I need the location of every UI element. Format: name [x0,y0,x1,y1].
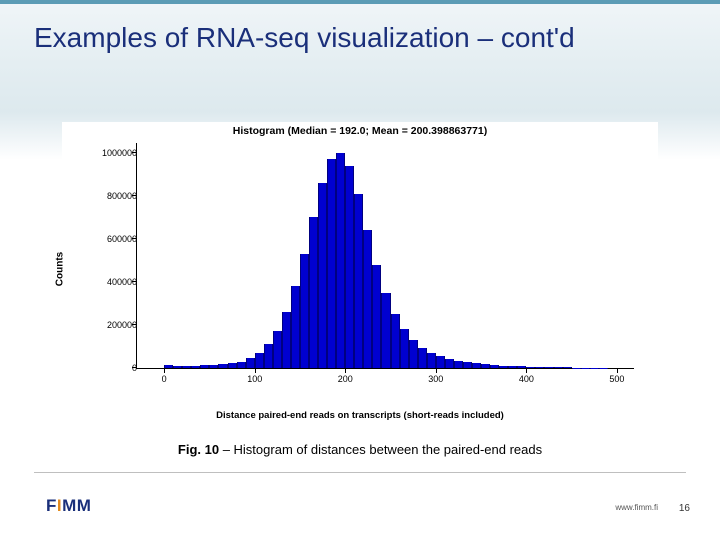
x-tick-mark [617,368,618,373]
histogram-bar [427,353,436,368]
histogram-bar [572,368,581,369]
histogram-bar [481,364,490,368]
histogram-bar [282,312,291,368]
histogram-bar [391,314,400,368]
y-tick-mark [132,367,137,368]
histogram-bar [517,366,526,368]
histogram-bar [246,358,255,368]
histogram-bar [563,367,572,368]
histogram-bar [191,366,200,368]
histogram-bar [590,368,599,369]
histogram-bar [490,365,499,368]
histogram-bar [554,367,563,368]
logo-accent: I [57,496,62,516]
x-tick-mark [164,368,165,373]
histogram-bar [544,367,553,368]
y-tick-label: 200000 [81,320,137,330]
histogram-bar [228,363,237,368]
histogram-bar [200,365,209,368]
histogram-bar [599,368,608,369]
y-tick-label: 400000 [81,277,137,287]
page-number: 16 [679,503,690,514]
histogram-bar [336,153,345,368]
plot-area: 0200000400000600000800000100000001002003… [136,143,634,369]
histogram-bar [472,363,481,368]
slide-title: Examples of RNA-seq visualization – cont… [34,20,674,55]
x-axis-label: Distance paired-end reads on transcripts… [216,410,504,421]
logo-part-2: MM [62,496,91,515]
y-tick-mark [132,324,137,325]
x-tick-label: 200 [338,374,353,384]
histogram-bar [173,366,182,368]
histogram-bar [581,368,590,369]
y-tick-mark [132,152,137,153]
x-tick-mark [255,368,256,373]
x-tick-label: 300 [428,374,443,384]
histogram-bar [327,159,336,368]
histogram-bar [535,367,544,368]
y-tick-label: 800000 [81,191,137,201]
histogram-bar [273,331,282,368]
histogram-bar [255,353,264,368]
histogram-bar [354,194,363,368]
fimm-logo: FIMM [46,496,91,516]
x-tick-label: 500 [609,374,624,384]
histogram-bar [499,366,508,368]
histogram-bar [400,329,409,368]
histogram-bar [363,230,372,368]
figure-caption-text: – Histogram of distances between the pai… [219,442,542,457]
histogram-bar [409,340,418,368]
histogram-bar [436,356,445,368]
histogram-bar [309,217,318,368]
histogram-bar [508,366,517,368]
y-axis-label: Counts [55,252,66,286]
histogram-bar [218,364,227,368]
histogram-bar [372,265,381,368]
chart-title: Histogram (Median = 192.0; Mean = 200.39… [62,125,658,137]
footer-url: www.fimm.fi [615,503,658,512]
y-tick-mark [132,281,137,282]
x-tick-label: 0 [162,374,167,384]
histogram-chart: Histogram (Median = 192.0; Mean = 200.39… [62,122,658,422]
y-tick-mark [132,195,137,196]
histogram-bar [291,286,300,368]
histogram-bar [164,365,173,368]
histogram-bar [454,361,463,368]
footer-rule [34,472,686,473]
histogram-bar [318,183,327,368]
top-accent-bar [0,0,720,4]
histogram-bar [237,362,246,368]
y-tick-label: 1000000 [81,148,137,158]
figure-caption: Fig. 10 – Histogram of distances between… [0,442,720,457]
x-tick-mark [526,368,527,373]
histogram-bar [300,254,309,368]
x-tick-label: 100 [247,374,262,384]
histogram-bar [526,367,535,368]
y-tick-label: 600000 [81,234,137,244]
x-tick-mark [345,368,346,373]
figure-label: Fig. 10 [178,442,219,457]
y-tick-label: 0 [81,363,137,373]
histogram-bar [209,365,218,368]
x-tick-label: 400 [519,374,534,384]
histogram-bar [463,362,472,368]
histogram-bar [182,366,191,368]
x-tick-mark [436,368,437,373]
histogram-bar [264,344,273,368]
logo-part-1: F [46,496,57,515]
histogram-bar [381,293,390,368]
y-tick-mark [132,238,137,239]
plot-outer: Counts 020000040000060000080000010000000… [62,139,658,399]
histogram-bar [418,348,427,368]
histogram-bar [345,166,354,368]
histogram-bar [445,359,454,368]
